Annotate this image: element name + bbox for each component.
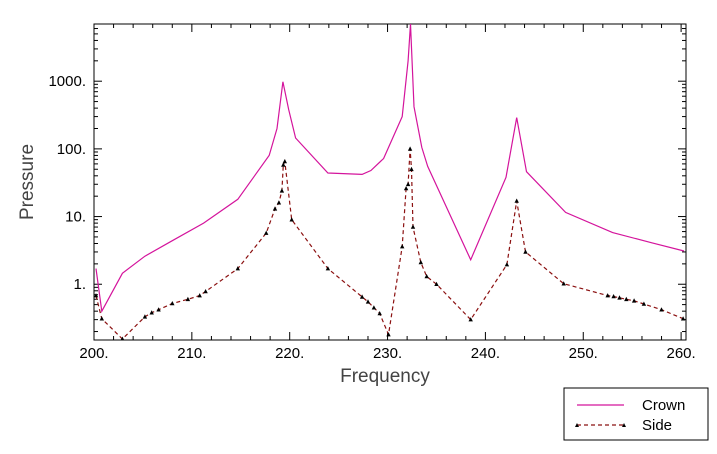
x-tick-label: 240. xyxy=(471,345,500,362)
series-marker-side xyxy=(514,198,519,203)
series-marker-side xyxy=(468,317,473,322)
y-axis-title: Pressure xyxy=(17,144,38,220)
series-marker-side xyxy=(611,294,616,299)
y-tick-label: 1000. xyxy=(48,73,86,90)
legend-label-crown: Crown xyxy=(642,397,685,414)
series-marker-side xyxy=(156,307,161,312)
x-tick-label: 230. xyxy=(373,345,402,362)
series-marker-side xyxy=(504,262,510,267)
series-marker-side xyxy=(365,299,371,304)
series-marker-side xyxy=(561,281,566,286)
series-marker-side xyxy=(605,293,610,298)
x-tick-labels: 200. 210. 220. 230. 240. 250. 260. xyxy=(79,345,695,362)
series-marker-side xyxy=(120,336,125,340)
series-marker-side xyxy=(281,162,286,167)
series-marker-side xyxy=(409,166,414,172)
series-marker-side xyxy=(403,186,409,191)
series-marker-side xyxy=(377,311,382,316)
series-marker-side xyxy=(142,314,148,319)
series-marker-side xyxy=(276,200,282,205)
series-marker-side xyxy=(410,224,416,229)
axis-ticks xyxy=(93,23,686,340)
series-marker-side xyxy=(405,181,411,187)
legend-box xyxy=(563,387,709,441)
x-tick-label: 250. xyxy=(569,345,598,362)
x-tick-label: 210. xyxy=(177,345,206,362)
series-marker-side xyxy=(680,316,686,321)
y-tick-labels: 1. 10. 100. 1000. xyxy=(48,73,86,293)
series-marker-side xyxy=(434,281,439,286)
series-line-crown xyxy=(95,24,685,314)
series-marker-side xyxy=(523,249,528,254)
y-tick-label: 1. xyxy=(73,276,86,293)
series-marker-side xyxy=(386,332,391,337)
series-marker-side xyxy=(325,266,331,271)
series-marker-side xyxy=(624,296,629,302)
series-marker-side xyxy=(149,310,154,315)
series-marker-side xyxy=(659,307,664,312)
x-tick-label: 220. xyxy=(275,345,304,362)
series-marker-side xyxy=(617,295,622,300)
series-marker-side xyxy=(235,266,240,271)
series-marker-side xyxy=(272,206,278,211)
plot-area xyxy=(93,23,687,341)
y-tick-label: 100. xyxy=(57,141,86,158)
series-marker-side xyxy=(99,316,104,321)
series-layer xyxy=(94,24,686,340)
series-marker-side xyxy=(641,301,647,306)
series-marker-side xyxy=(289,217,294,222)
series-marker-side xyxy=(359,294,365,299)
x-axis-title: Frequency xyxy=(340,366,430,387)
x-tick-label: 260. xyxy=(667,345,696,362)
series-marker-side xyxy=(424,274,429,279)
legend: Crown Side xyxy=(563,387,709,441)
series-marker-side xyxy=(418,259,423,265)
series-marker-side xyxy=(203,289,208,294)
series-marker-side xyxy=(197,293,202,298)
series-marker-side xyxy=(407,146,413,151)
legend-marker-side-right xyxy=(622,423,626,427)
series-marker-side xyxy=(631,298,637,303)
legend-marker-side-left xyxy=(575,423,579,427)
series-marker-side xyxy=(279,188,285,193)
series-marker-side xyxy=(94,293,99,298)
series-marker-side xyxy=(282,159,287,164)
series-marker-side xyxy=(170,301,175,306)
series-marker-side xyxy=(400,244,405,249)
series-marker-side xyxy=(264,230,269,235)
y-tick-label: 10. xyxy=(65,209,86,226)
series-marker-side xyxy=(371,305,377,310)
series-marker-side xyxy=(185,296,191,302)
legend-label-side: Side xyxy=(642,417,672,434)
x-tick-label: 200. xyxy=(79,345,108,362)
